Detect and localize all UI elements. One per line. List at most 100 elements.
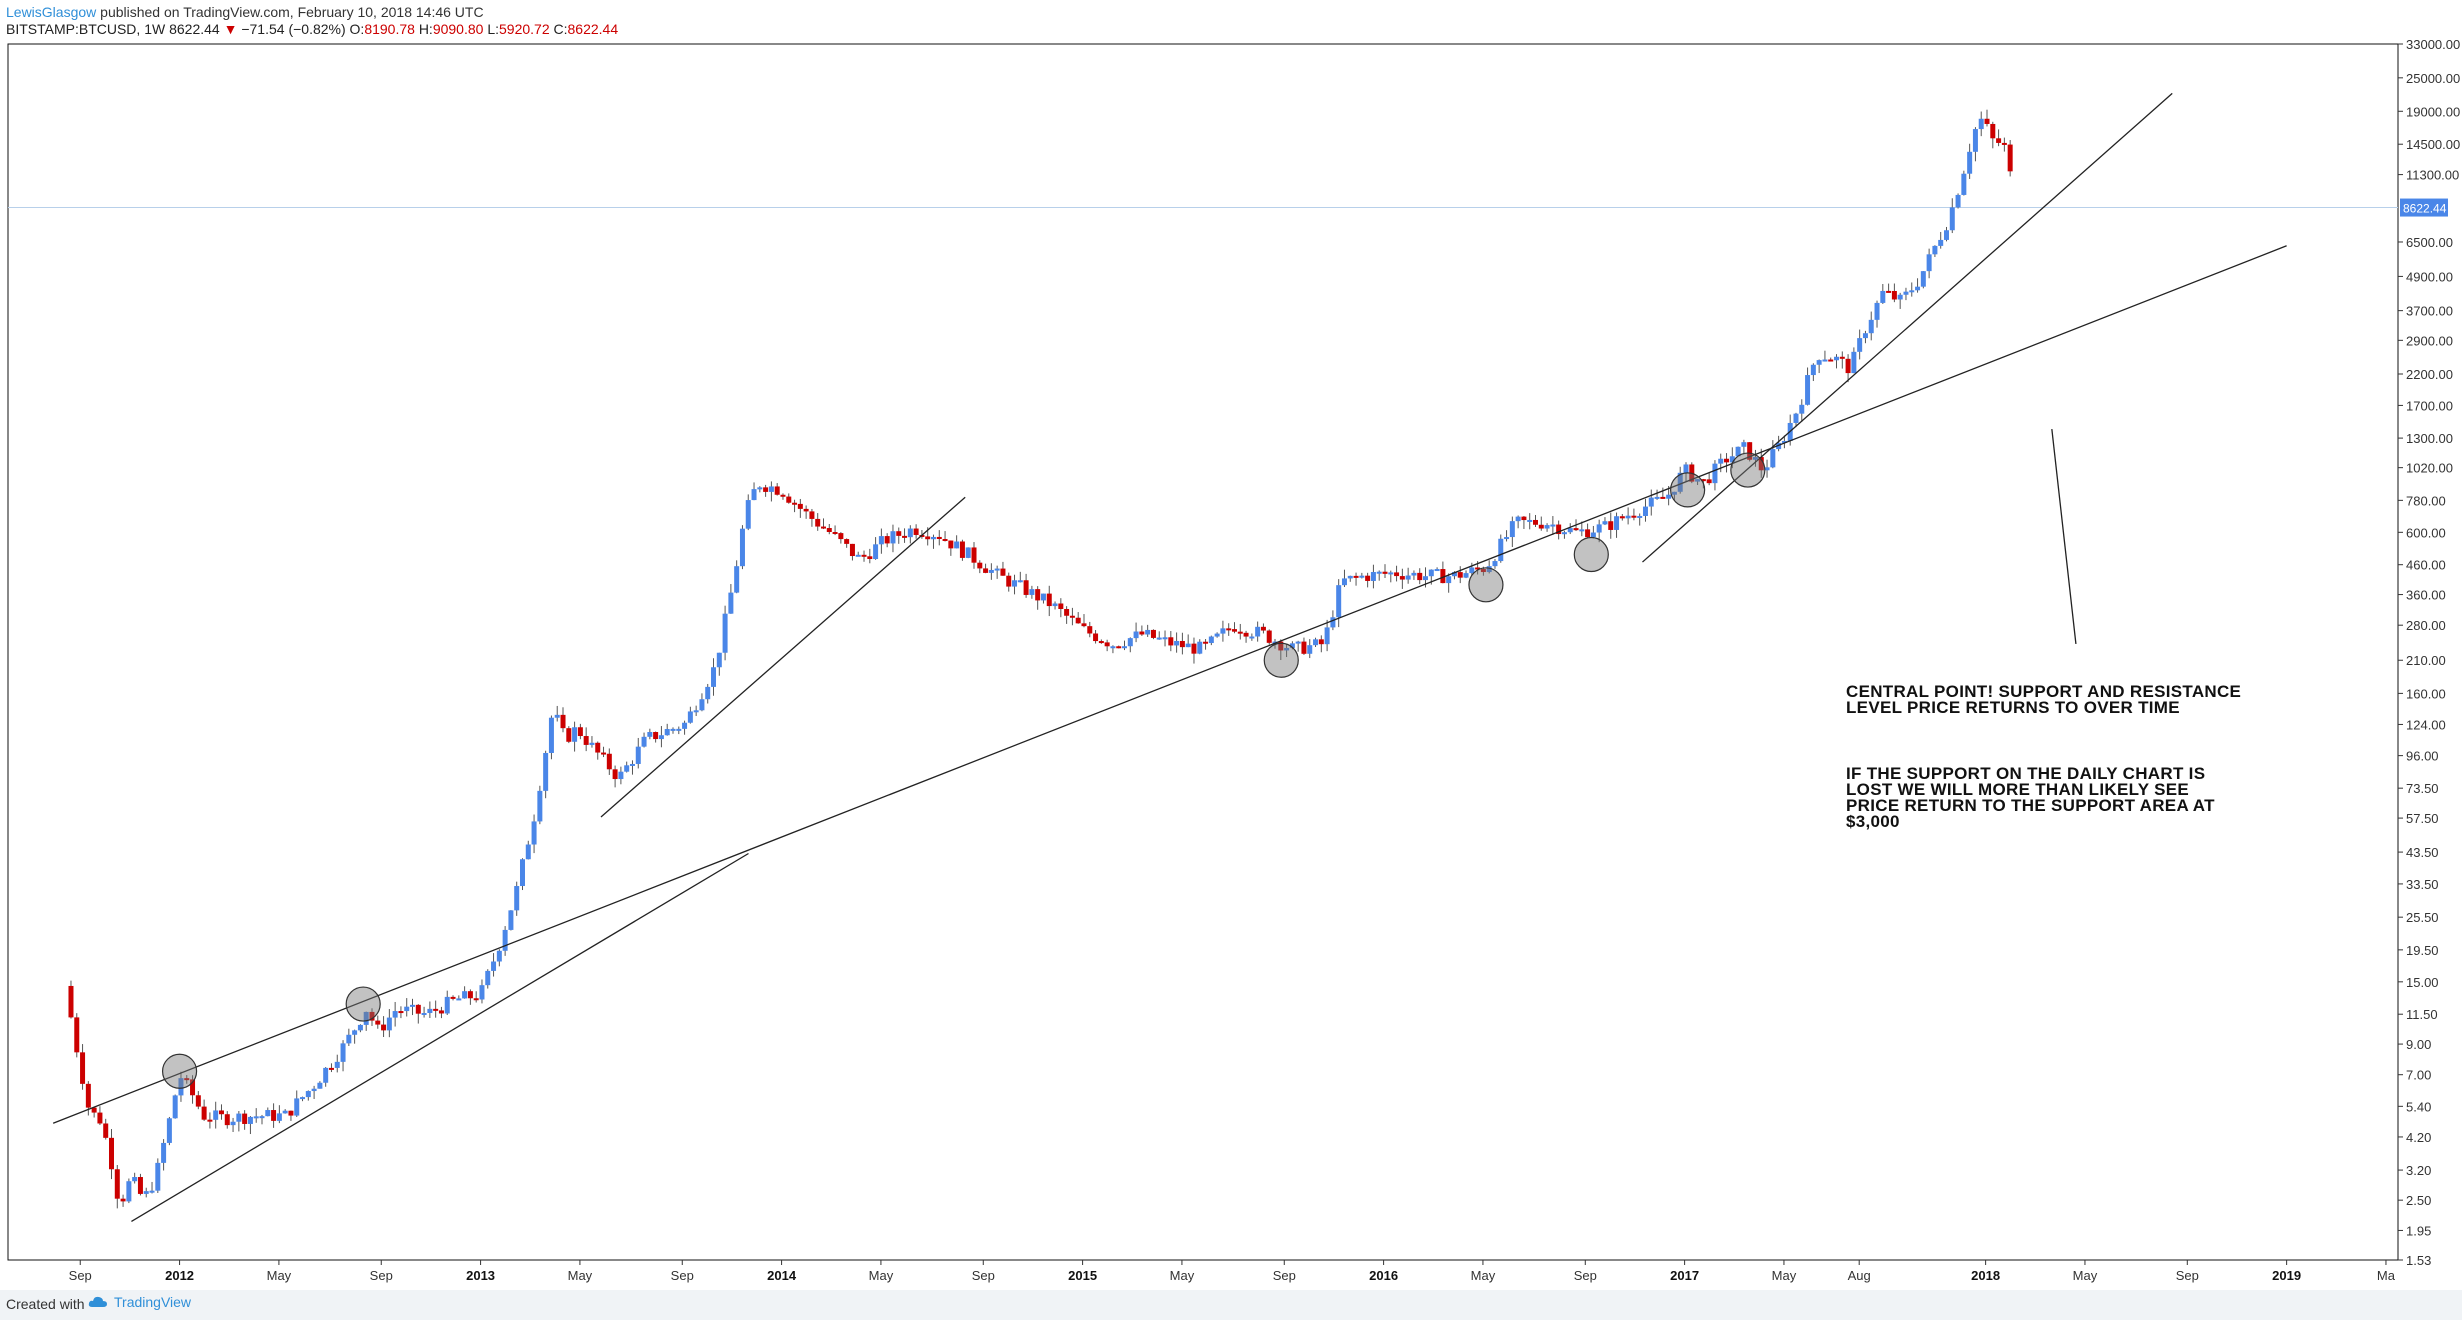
candle-down (450, 996, 456, 999)
candle-down (1058, 603, 1064, 609)
candle-down (1417, 572, 1423, 581)
candle-down (1191, 643, 1197, 654)
candle-down (1457, 572, 1463, 578)
candle-down (1243, 632, 1249, 637)
candle-up (253, 1116, 259, 1119)
candle-down (1758, 457, 1764, 471)
price-chart[interactable]: 1.53 1.95 2.50 3.20 4.20 5.40 7.00 9.00 11.50 15.… (0, 0, 2462, 1290)
candle-down (577, 727, 583, 737)
candle-up (1347, 575, 1353, 579)
price-axis[interactable]: 1.53 1.95 2.50 3.20 4.20 5.40 7.00 9.00 11.50 15.… (2398, 37, 2460, 1268)
candle-up (462, 991, 468, 999)
candle-down (902, 535, 908, 538)
candle-up (300, 1097, 306, 1100)
candle-up (1752, 457, 1758, 460)
candle-up (1324, 627, 1330, 645)
candle-up (1729, 456, 1735, 463)
candle-up (1712, 463, 1718, 484)
candle-down (190, 1079, 196, 1096)
candle-up (514, 886, 520, 911)
candle-up (1376, 571, 1382, 574)
candle-down (1231, 629, 1237, 632)
candle-up (1498, 538, 1504, 562)
candle-down (473, 998, 479, 1001)
candle-up (1509, 521, 1515, 538)
last-price-tag (2400, 198, 2448, 217)
candle-up (259, 1116, 265, 1119)
candle-down (820, 526, 826, 529)
candle-down (1023, 580, 1029, 595)
price-tick-label: 6500.00 (2406, 235, 2453, 250)
trendline-layer (52, 92, 2287, 1222)
candle-up (132, 1177, 138, 1182)
candle-up (676, 728, 682, 731)
candle-down (780, 494, 786, 497)
candle-down (1984, 118, 1990, 124)
candle-up (930, 536, 936, 540)
candle-up (421, 1013, 427, 1016)
candle-up (716, 652, 722, 668)
candle-up (554, 714, 560, 718)
candle-up (711, 667, 717, 687)
candle-up (276, 1113, 282, 1121)
candle-down (832, 532, 838, 535)
candle-up (635, 746, 641, 764)
candle-up (988, 569, 994, 573)
candle-down (1700, 479, 1706, 482)
candle-down (288, 1110, 294, 1116)
candle-up (728, 592, 734, 614)
tradingview-link[interactable]: TradingView (88, 1294, 191, 1310)
candle-up (491, 961, 497, 971)
trendline-pointer (2051, 428, 2077, 645)
candle-down (1631, 515, 1637, 518)
candle-down (1000, 568, 1006, 576)
candle-up (734, 566, 740, 593)
candle-up (1781, 440, 1787, 443)
time-tick-label: Sep (370, 1268, 393, 1283)
header-bar: LewisGlasgow published on TradingView.co… (0, 0, 2462, 44)
candle-up (1677, 472, 1683, 492)
touch-point-marker (345, 986, 381, 1022)
candle-down (1006, 575, 1012, 587)
candle-up (1938, 239, 1944, 246)
candle-down (1278, 641, 1284, 651)
candle-series (68, 109, 2013, 1209)
candle-down (809, 511, 815, 519)
candle-down (1150, 629, 1156, 638)
candle-up (1961, 173, 1967, 195)
candle-up (143, 1191, 149, 1194)
candle-up (178, 1078, 184, 1096)
tradingview-brand: TradingView (114, 1294, 192, 1310)
candle-up (386, 1017, 392, 1031)
candle-up (1695, 479, 1701, 482)
author-link[interactable]: LewisGlasgow (6, 4, 97, 20)
candle-down (1394, 572, 1400, 577)
candle-up (1133, 631, 1139, 639)
candle-down (1104, 642, 1110, 647)
symbol-label: BITSTAMP:BTCUSD, 1W (6, 21, 166, 37)
candle-down (1382, 571, 1388, 574)
candle-down (1845, 358, 1851, 374)
candle-up (236, 1113, 242, 1122)
candle-up (1040, 593, 1046, 601)
price-tick-label: 19.50 (2406, 943, 2439, 958)
candle-down (1075, 617, 1081, 624)
candle-up (1185, 643, 1191, 648)
candle-up (1834, 356, 1840, 361)
time-axis[interactable]: Sep 2012 May Sep 2013 May Sep 2014 May Sep 2015 May… (69, 1260, 2396, 1283)
high-label: H: (418, 21, 433, 37)
candle-up (739, 528, 745, 567)
candle-up (502, 929, 508, 951)
candle-down (595, 742, 601, 753)
time-tick-label: 2012 (165, 1268, 194, 1283)
candle-up (166, 1118, 172, 1143)
candle-down (1990, 123, 1996, 139)
candle-up (1764, 467, 1770, 471)
time-tick-label: 2014 (767, 1268, 797, 1283)
candle-down (1301, 641, 1307, 654)
candle-down (1226, 628, 1232, 631)
candle-up (1463, 573, 1469, 578)
candle-down (74, 1017, 80, 1053)
candle-up (1741, 442, 1747, 447)
candle-down (826, 528, 832, 533)
